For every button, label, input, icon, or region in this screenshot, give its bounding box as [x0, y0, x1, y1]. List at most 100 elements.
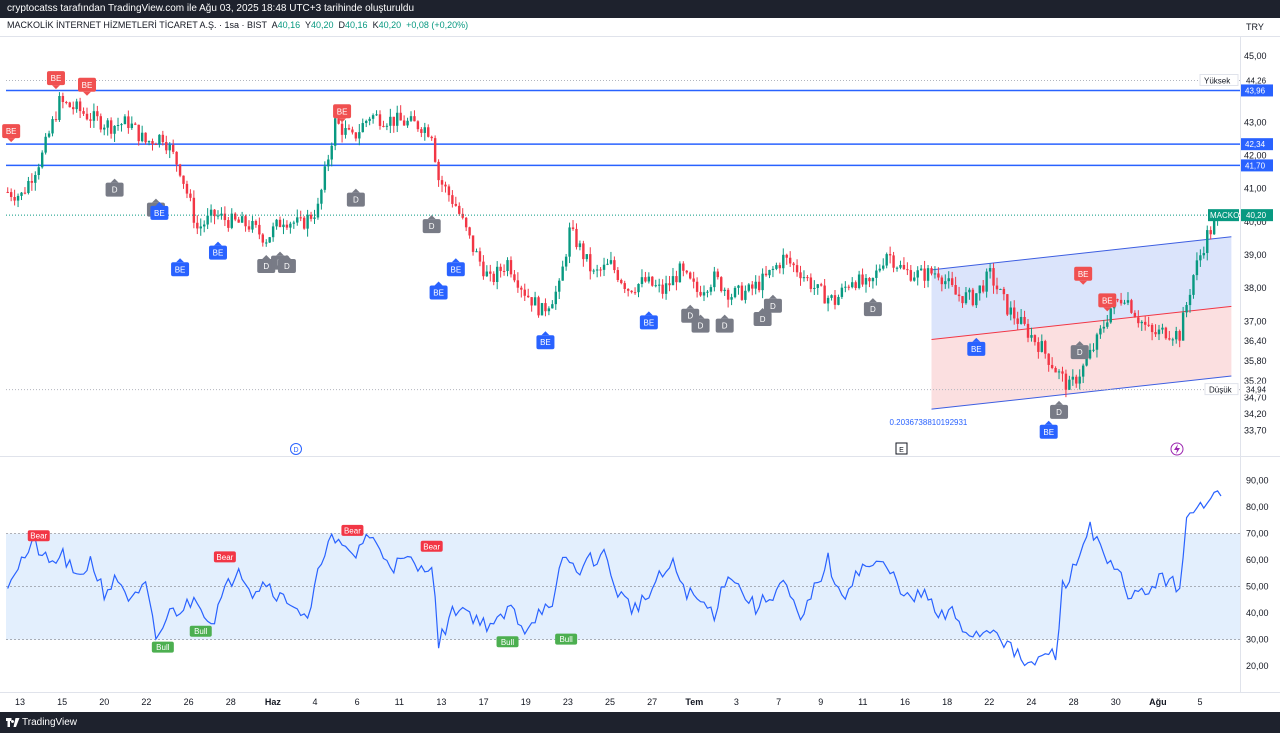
candle-body: [209, 209, 213, 216]
marker-text: BE: [82, 81, 93, 90]
price-tick-label: 38,00: [1244, 283, 1267, 293]
session-marker-e: [895, 442, 908, 455]
marker-d: D: [763, 294, 782, 313]
candle-body: [589, 254, 592, 272]
marker-box: [863, 302, 882, 317]
candle-body: [506, 260, 509, 272]
candle-body: [137, 124, 140, 142]
candle-body: [416, 121, 420, 130]
candle-body: [764, 273, 768, 276]
candle-body: [902, 264, 906, 270]
candle-body: [440, 180, 444, 185]
candle-body: [109, 120, 113, 134]
marker-pointer: [176, 258, 185, 263]
rsi-tag-bull: Bull: [496, 636, 519, 648]
time-tick-label: 7: [776, 697, 781, 707]
marker-text: BE: [1043, 428, 1054, 437]
marker-be-red: BE: [1074, 266, 1093, 285]
candle-body: [668, 283, 671, 286]
marker-d: D: [422, 215, 441, 234]
chart-area[interactable]: 45,0044,0043,0042,0041,0040,0039,0038,00…: [0, 0, 1280, 712]
candle-body: [389, 116, 392, 126]
candle-body: [461, 213, 464, 218]
rsi-tick-label: 70,00: [1246, 529, 1269, 539]
candle-body: [271, 226, 275, 238]
candle-body: [430, 136, 433, 139]
candle-body: [475, 251, 478, 253]
rsi-tag-box: [151, 641, 174, 653]
ohlc-open-value: 40,16: [277, 20, 301, 30]
rsi-tick-label: 40,00: [1246, 608, 1269, 618]
candle-body: [1026, 323, 1030, 338]
candle-body: [995, 285, 999, 290]
candle-body: [234, 213, 237, 220]
candle-body: [578, 243, 582, 248]
candle-body: [630, 290, 633, 293]
candle-body: [44, 136, 47, 153]
candle-body: [402, 120, 406, 126]
candle-body: [1116, 299, 1119, 301]
candle-body: [1192, 275, 1195, 295]
candle-body: [592, 270, 595, 272]
hline-price-label: 41,70: [1245, 161, 1266, 170]
candle-body: [751, 284, 754, 289]
candle-body: [1178, 331, 1181, 341]
candle-body: [919, 268, 923, 271]
time-tick-label: 19: [521, 697, 531, 707]
candle-body: [1137, 317, 1140, 324]
marker-pointer: [1044, 420, 1053, 425]
candle-body: [716, 271, 719, 278]
candle-body: [740, 285, 744, 300]
candle-body: [847, 286, 850, 288]
candle-body: [768, 269, 771, 276]
candle-body: [58, 96, 61, 120]
candle-body: [706, 291, 709, 293]
candle-body: [151, 141, 154, 145]
candle-body: [671, 276, 675, 286]
candle-body: [1150, 324, 1154, 333]
candle-body: [85, 113, 89, 120]
candle-body: [1019, 316, 1023, 324]
candle-body: [37, 167, 40, 176]
candle-body: [978, 285, 981, 294]
candle-body: [613, 260, 616, 271]
candle-body: [168, 144, 171, 151]
marker-box: [763, 298, 782, 313]
tradingview-logo-icon: [6, 718, 20, 727]
candle-body: [1206, 230, 1209, 254]
candle-body: [571, 227, 575, 229]
marker-pointer: [768, 294, 777, 299]
candle-body: [330, 145, 333, 160]
candle-body: [720, 277, 723, 292]
candle-body: [230, 213, 233, 228]
candle-body: [75, 101, 78, 110]
candle-body: [554, 291, 557, 305]
price-tick-label: 39,00: [1244, 250, 1267, 260]
candle-body: [947, 278, 950, 282]
candle-body: [1188, 294, 1192, 306]
reference-price-bg: [1241, 74, 1273, 86]
rsi-tag-bear: Bear: [341, 524, 364, 536]
candle-body: [61, 96, 65, 103]
candle-body: [695, 281, 699, 292]
session-marker-e-label: E: [899, 447, 904, 454]
candle-body: [1033, 335, 1037, 343]
marker-text: BE: [213, 249, 224, 258]
candle-body: [220, 213, 223, 216]
candle-body: [351, 129, 354, 133]
candle-body: [478, 251, 482, 262]
marker-text: D: [870, 305, 876, 314]
rsi-tick-label: 50,00: [1246, 582, 1269, 592]
candle-body: [809, 277, 813, 289]
candle-body: [144, 132, 147, 143]
time-tick-label: 18: [942, 697, 952, 707]
candle-body: [364, 120, 368, 124]
candle-body: [933, 273, 937, 275]
time-tick-label: 26: [184, 697, 194, 707]
price-tick-label: 33,70: [1244, 426, 1267, 436]
candle-body: [1078, 376, 1081, 384]
reference-price: 44,26: [1246, 76, 1267, 85]
candle-body: [489, 271, 492, 274]
rsi-tag-box: [27, 530, 50, 542]
candle-body: [51, 119, 54, 134]
